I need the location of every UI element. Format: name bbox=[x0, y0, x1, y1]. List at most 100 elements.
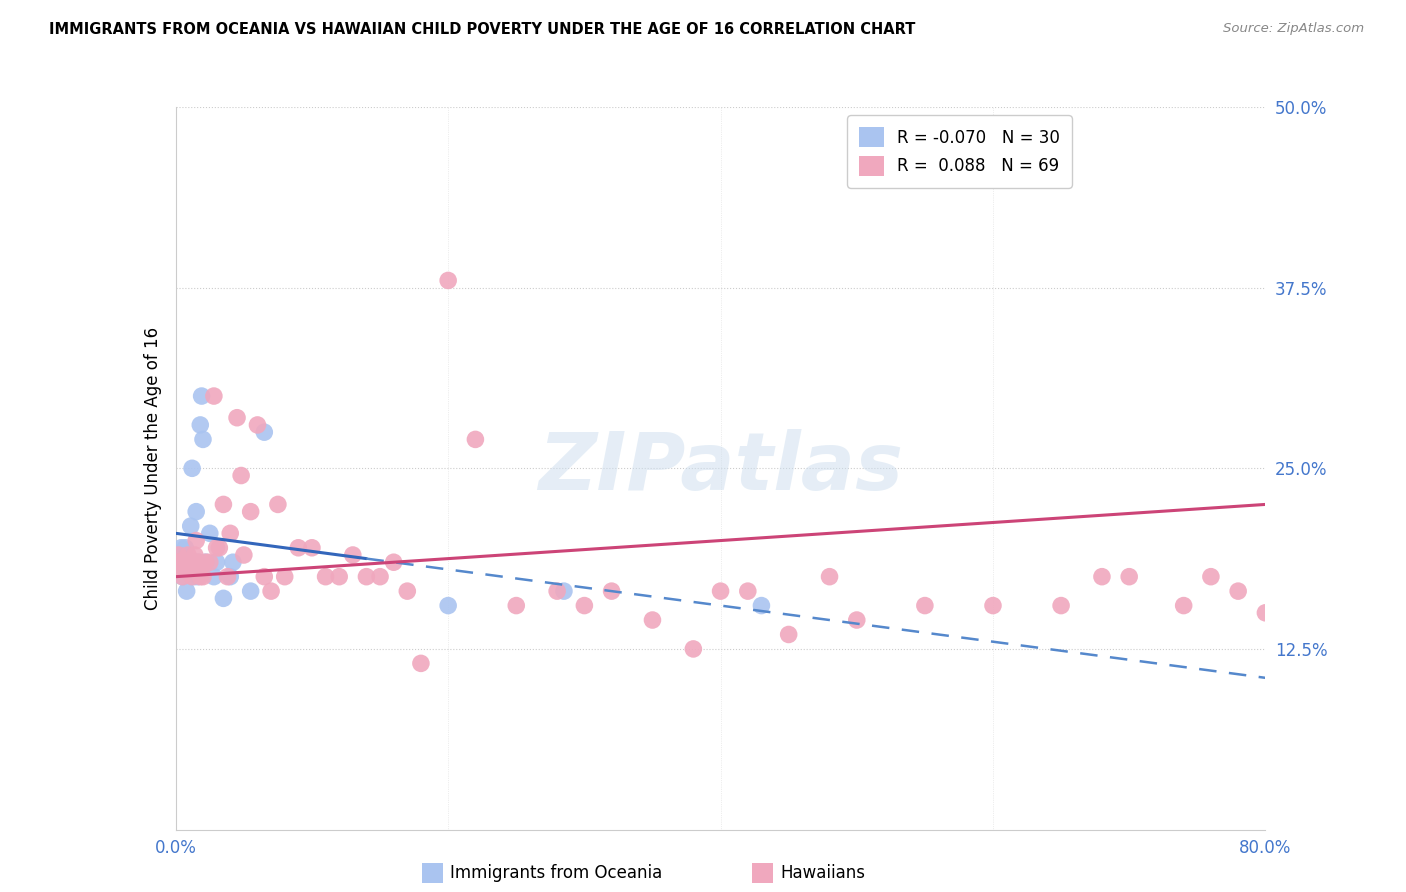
Text: Hawaiians: Hawaiians bbox=[780, 864, 865, 882]
Point bbox=[409, 657, 432, 671]
Point bbox=[505, 599, 527, 613]
Point bbox=[267, 498, 290, 512]
Point bbox=[194, 555, 217, 569]
Point bbox=[198, 555, 221, 569]
Point bbox=[177, 548, 200, 562]
Point bbox=[176, 584, 198, 599]
Point bbox=[191, 570, 214, 584]
Point bbox=[253, 570, 276, 584]
Point bbox=[219, 570, 242, 584]
Point bbox=[315, 570, 337, 584]
Text: IMMIGRANTS FROM OCEANIA VS HAWAIIAN CHILD POVERTY UNDER THE AGE OF 16 CORRELATIO: IMMIGRANTS FROM OCEANIA VS HAWAIIAN CHIL… bbox=[49, 22, 915, 37]
Point bbox=[222, 555, 245, 569]
Point bbox=[231, 468, 253, 483]
Point bbox=[464, 433, 486, 447]
Point bbox=[181, 461, 204, 475]
Point bbox=[179, 562, 201, 576]
Point bbox=[188, 570, 211, 584]
Point bbox=[172, 570, 194, 584]
Y-axis label: Child Poverty Under the Age of 16: Child Poverty Under the Age of 16 bbox=[143, 326, 162, 610]
Point bbox=[179, 555, 201, 569]
Point bbox=[246, 417, 269, 432]
Point bbox=[1227, 584, 1250, 599]
Point bbox=[396, 584, 419, 599]
Point bbox=[845, 613, 868, 627]
Point bbox=[202, 570, 225, 584]
Point bbox=[186, 570, 209, 584]
Point bbox=[174, 541, 197, 555]
Point bbox=[180, 555, 202, 569]
Point bbox=[188, 417, 211, 432]
FancyBboxPatch shape bbox=[422, 863, 443, 883]
Point bbox=[167, 548, 190, 562]
Point bbox=[1173, 599, 1195, 613]
Point bbox=[239, 584, 262, 599]
Point bbox=[194, 555, 217, 569]
Text: Source: ZipAtlas.com: Source: ZipAtlas.com bbox=[1223, 22, 1364, 36]
Point bbox=[253, 425, 276, 439]
Point bbox=[1309, 599, 1331, 613]
Point bbox=[260, 584, 283, 599]
Point bbox=[232, 548, 254, 562]
Point bbox=[176, 555, 198, 569]
Point bbox=[208, 541, 231, 555]
Point bbox=[172, 570, 194, 584]
Point bbox=[600, 584, 623, 599]
Point bbox=[1199, 570, 1222, 584]
Point bbox=[217, 570, 239, 584]
Point bbox=[546, 584, 568, 599]
Point bbox=[1254, 606, 1277, 620]
Point bbox=[1118, 570, 1140, 584]
Point bbox=[177, 555, 200, 569]
Point bbox=[914, 599, 936, 613]
Point bbox=[184, 548, 207, 562]
Point bbox=[166, 555, 188, 569]
Point bbox=[778, 627, 800, 641]
Point bbox=[212, 498, 235, 512]
Point bbox=[191, 433, 214, 447]
Point bbox=[212, 591, 235, 606]
Point bbox=[183, 570, 205, 584]
Point bbox=[981, 599, 1004, 613]
Point bbox=[181, 570, 204, 584]
Point bbox=[287, 541, 309, 555]
Point bbox=[368, 570, 391, 584]
Point bbox=[682, 642, 704, 657]
Point bbox=[574, 599, 596, 613]
Point bbox=[167, 555, 190, 569]
Point bbox=[274, 570, 297, 584]
Point bbox=[356, 570, 378, 584]
Point bbox=[818, 570, 841, 584]
Point bbox=[198, 526, 221, 541]
Point bbox=[553, 584, 575, 599]
Point bbox=[737, 584, 759, 599]
Point bbox=[174, 562, 197, 576]
Point bbox=[641, 613, 664, 627]
Point bbox=[183, 555, 205, 569]
Point bbox=[187, 555, 209, 569]
Point bbox=[1091, 570, 1114, 584]
Point bbox=[184, 555, 207, 569]
Point bbox=[226, 410, 249, 425]
Point bbox=[170, 541, 193, 555]
Point bbox=[169, 555, 191, 569]
Point bbox=[301, 541, 323, 555]
Point bbox=[751, 599, 773, 613]
Point bbox=[710, 584, 733, 599]
Point bbox=[437, 599, 460, 613]
Point bbox=[186, 533, 208, 548]
Text: Immigrants from Oceania: Immigrants from Oceania bbox=[450, 864, 662, 882]
Point bbox=[205, 555, 228, 569]
Point bbox=[180, 519, 202, 533]
Point bbox=[239, 505, 262, 519]
Text: ZIPatlas: ZIPatlas bbox=[538, 429, 903, 508]
Point bbox=[173, 555, 195, 569]
Point bbox=[186, 555, 209, 569]
FancyBboxPatch shape bbox=[752, 863, 773, 883]
Point bbox=[205, 541, 228, 555]
Point bbox=[190, 389, 212, 403]
Point bbox=[437, 273, 460, 287]
Point bbox=[328, 570, 350, 584]
Point bbox=[186, 505, 208, 519]
Point bbox=[342, 548, 364, 562]
